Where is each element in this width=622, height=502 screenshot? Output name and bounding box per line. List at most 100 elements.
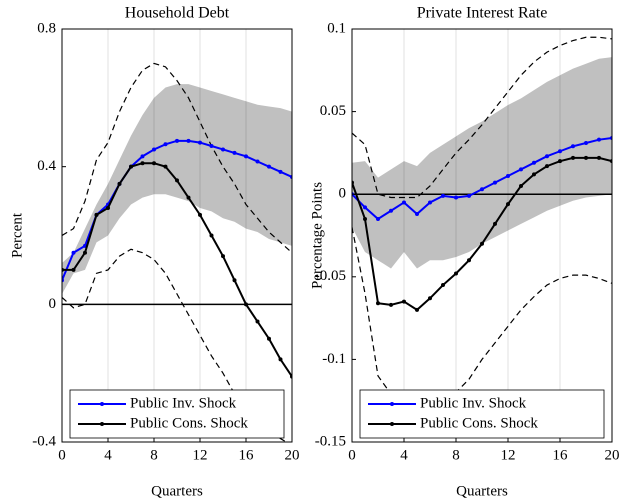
legend-marker [100,422,104,426]
legend-marker [390,422,394,426]
point [175,138,179,143]
point [376,216,380,221]
point [480,241,484,246]
point [244,302,248,307]
point [402,299,406,304]
point [163,142,168,147]
point [163,164,168,169]
x-tick-label: 4 [400,447,408,463]
x-tick-label: 12 [193,447,208,463]
point [597,137,601,142]
point [209,233,214,238]
x-tick-label: 20 [285,447,300,463]
point [278,169,283,174]
point [493,180,497,185]
point [597,155,601,160]
y-axis-label: Percent [9,212,25,258]
legend-label: Public Inv. Shock [130,395,237,411]
point [152,147,156,152]
point [71,250,76,255]
plot-area [352,29,612,442]
point [376,301,380,306]
point [209,144,214,149]
lower-bound [62,248,288,442]
legend-marker [100,402,104,406]
point [428,200,432,205]
x-axis-label: Quarters [151,483,203,499]
chart-title: Private Interest Rate [417,5,548,22]
lower-bound [352,227,612,403]
x-tick-label: 8 [150,447,158,463]
y-tick-label: -0.1 [322,351,346,367]
point [232,278,237,283]
point [415,307,419,312]
point [221,147,225,152]
point [221,254,225,259]
x-tick-label: 4 [104,447,112,463]
upper-bound [62,62,292,254]
point [467,193,471,198]
point [558,149,562,154]
legend-label: Public Cons. Shock [130,415,248,431]
confidence-band [62,84,292,295]
point [441,193,445,198]
point [402,200,406,205]
point [480,187,484,192]
chart-title: Household Debt [125,5,230,22]
legend-label: Public Cons. Shock [420,415,538,431]
point [571,144,575,149]
point [255,159,260,164]
point [558,159,562,164]
x-tick-label: 12 [501,447,516,463]
y-axis-label: Percentage Points [309,182,325,289]
axes-frame [351,28,613,443]
x-tick-label: 0 [58,447,66,463]
point [532,160,536,165]
point [198,212,202,217]
point [186,195,191,200]
point [506,174,510,179]
plot-area [62,29,292,442]
x-tick-label: 0 [348,447,356,463]
point [545,154,549,159]
confidence-band [352,57,612,269]
point [129,164,133,169]
point [140,161,145,166]
axes-frame [61,28,293,443]
point [571,155,575,160]
point [454,195,458,200]
point [278,357,283,362]
point [117,181,122,186]
point [584,155,588,160]
legend-marker [390,402,394,406]
point [232,150,237,155]
point [267,336,271,341]
y-tick-label: 0.05 [320,103,346,119]
point [363,205,367,210]
point [545,164,549,169]
point [94,212,99,217]
y-tick-label: 0.4 [37,158,56,174]
point [506,202,510,207]
x-tick-label: 20 [605,447,620,463]
point [519,167,523,172]
y-tick-label: 0.8 [37,20,56,36]
point [186,138,191,143]
legend-box [359,389,605,439]
y-tick-label: -0.15 [315,433,346,449]
point [584,140,588,145]
point [198,140,202,145]
point [454,271,458,276]
point [71,267,76,272]
x-axis-label: Quarters [456,483,508,499]
x-tick-label: 16 [239,447,255,463]
point [441,283,445,288]
point [467,258,471,263]
point [267,164,271,169]
point [244,154,248,159]
legend-label: Public Inv. Shock [420,395,527,411]
point [428,296,432,301]
y-tick-label: 0 [49,296,57,312]
point [493,221,497,226]
